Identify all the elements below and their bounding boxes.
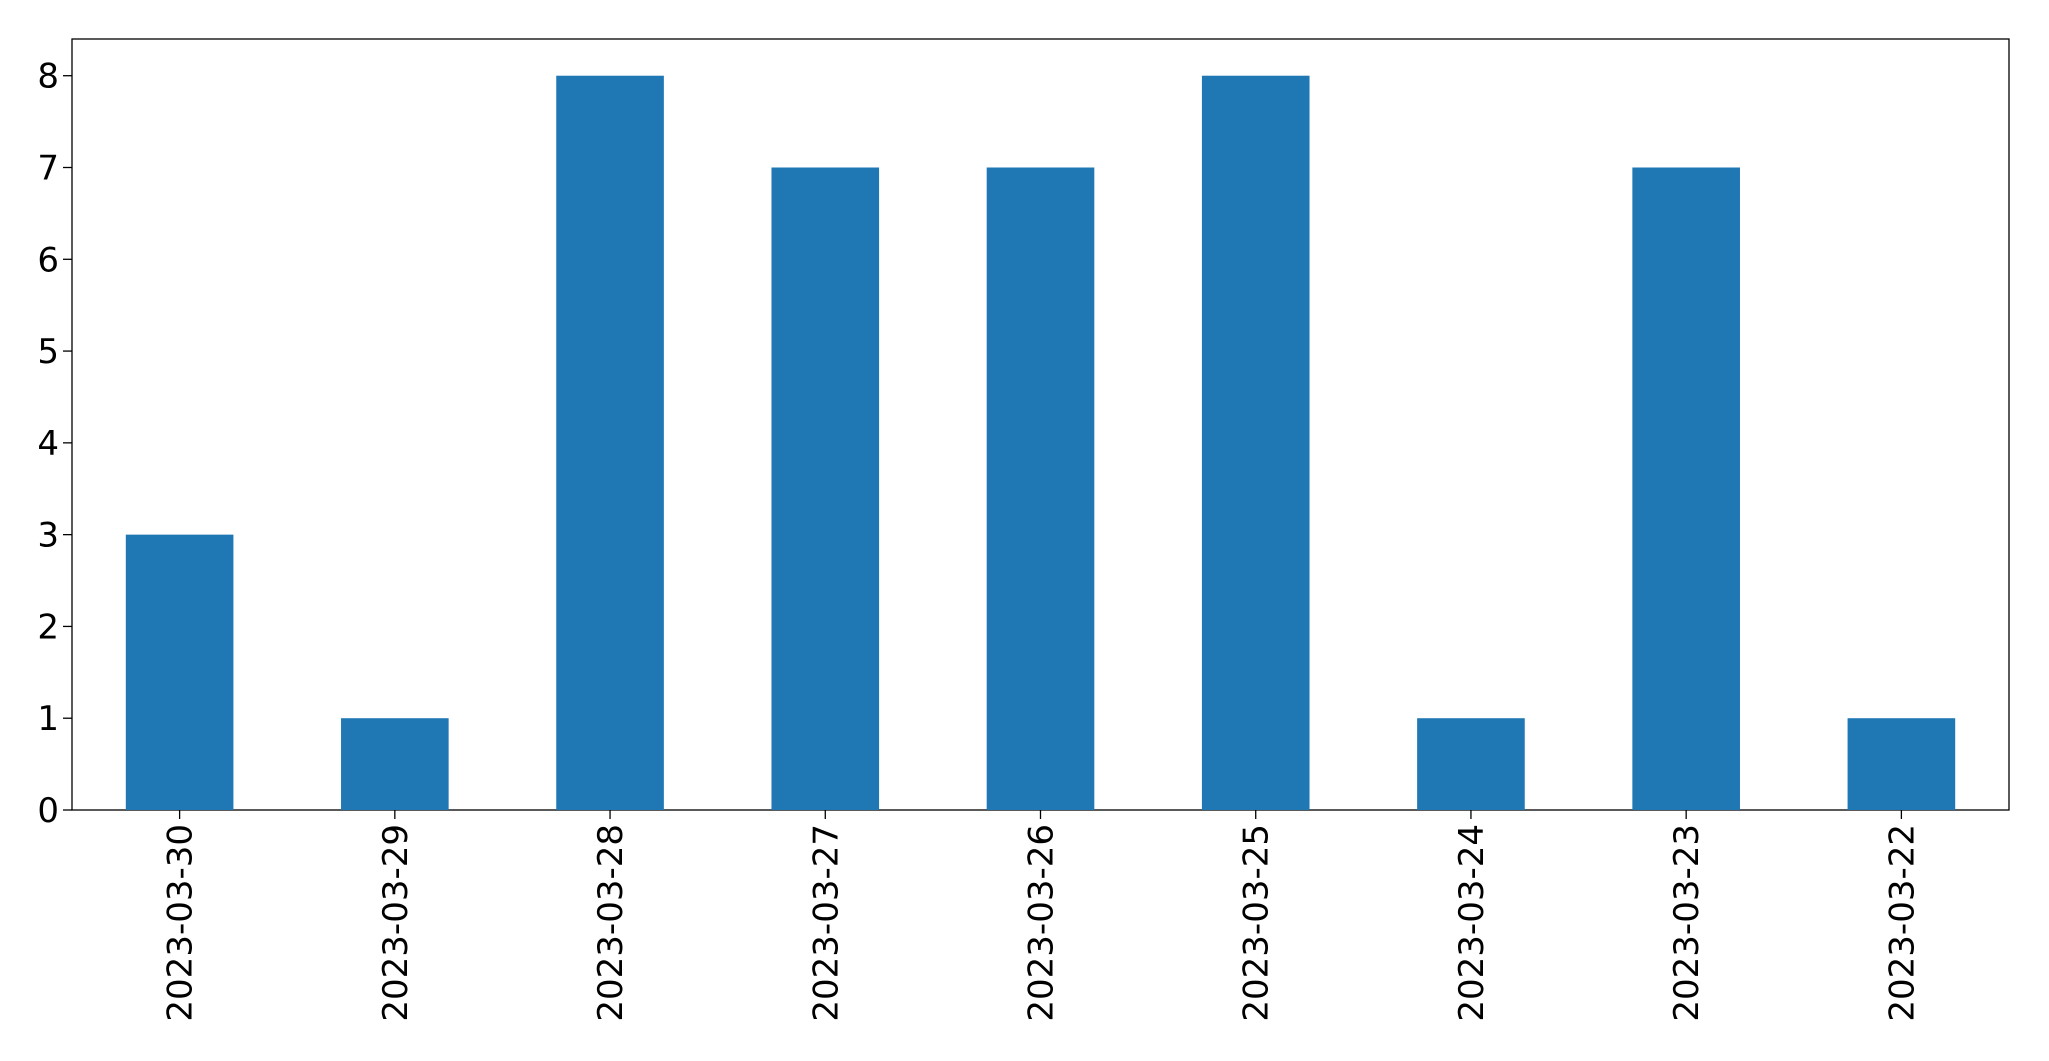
x-tick-label: 2023-03-25 [1237, 824, 1277, 1022]
bar [125, 534, 234, 810]
y-tick-label: 1 [37, 699, 59, 739]
y-tick-label: 2 [37, 607, 59, 647]
x-tick-label: 2023-03-27 [806, 824, 846, 1022]
y-tick-label: 3 [37, 516, 59, 556]
x-tick-label: 2023-03-24 [1452, 824, 1492, 1022]
bar [771, 167, 880, 810]
x-tick-label: 2023-03-28 [591, 824, 631, 1022]
y-tick-label: 7 [37, 149, 59, 189]
y-tick-label: 6 [37, 240, 59, 280]
y-tick-label: 5 [37, 332, 59, 372]
x-tick-label: 2023-03-26 [1022, 824, 1062, 1022]
x-tick-label: 2023-03-22 [1882, 824, 1922, 1022]
y-tick-label: 0 [37, 791, 59, 831]
bar [1201, 75, 1310, 810]
bar [341, 718, 449, 810]
y-tick-label: 4 [37, 424, 59, 464]
bar [1632, 167, 1740, 810]
bar [1847, 718, 1956, 810]
bar [556, 75, 664, 810]
bar [986, 167, 1095, 810]
y-tick-label: 8 [37, 57, 59, 97]
bar [1417, 718, 1525, 810]
x-tick-label: 2023-03-29 [376, 824, 416, 1022]
x-tick-label: 2023-03-23 [1667, 824, 1707, 1022]
x-tick-label: 2023-03-30 [161, 824, 201, 1022]
